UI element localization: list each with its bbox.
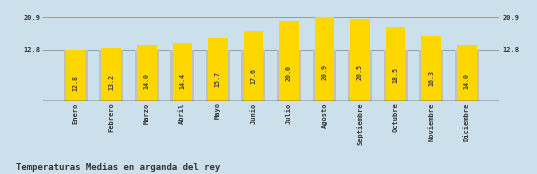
Bar <box>315 17 335 101</box>
Text: 15.7: 15.7 <box>215 71 221 87</box>
Bar <box>279 21 299 101</box>
Bar <box>244 31 263 101</box>
Bar <box>422 36 441 101</box>
Bar <box>172 43 192 101</box>
Bar <box>386 27 405 101</box>
Bar <box>170 50 194 101</box>
Text: 12.8: 12.8 <box>72 75 78 91</box>
Text: 14.4: 14.4 <box>179 73 185 89</box>
Bar <box>66 50 85 101</box>
Bar <box>455 50 478 101</box>
Bar <box>419 50 443 101</box>
Text: 17.6: 17.6 <box>250 68 256 84</box>
Bar <box>137 45 156 101</box>
Bar <box>208 38 228 101</box>
Text: 16.3: 16.3 <box>428 70 434 86</box>
Bar <box>348 50 372 101</box>
Text: 18.5: 18.5 <box>393 67 398 83</box>
Text: 20.9: 20.9 <box>322 64 328 80</box>
Bar <box>206 50 230 101</box>
Bar <box>277 50 301 101</box>
Bar <box>384 50 408 101</box>
Bar <box>64 50 88 101</box>
Bar <box>135 50 158 101</box>
Bar <box>99 50 123 101</box>
Bar <box>313 50 337 101</box>
Bar <box>242 50 265 101</box>
Text: Temperaturas Medias en arganda del rey: Temperaturas Medias en arganda del rey <box>16 163 220 172</box>
Text: 14.0: 14.0 <box>464 73 470 89</box>
Bar <box>457 45 476 101</box>
Bar <box>101 48 121 101</box>
Text: 20.0: 20.0 <box>286 65 292 81</box>
Text: 14.0: 14.0 <box>144 73 150 89</box>
Bar <box>350 19 370 101</box>
Text: 13.2: 13.2 <box>108 74 114 90</box>
Text: 20.5: 20.5 <box>357 64 363 80</box>
